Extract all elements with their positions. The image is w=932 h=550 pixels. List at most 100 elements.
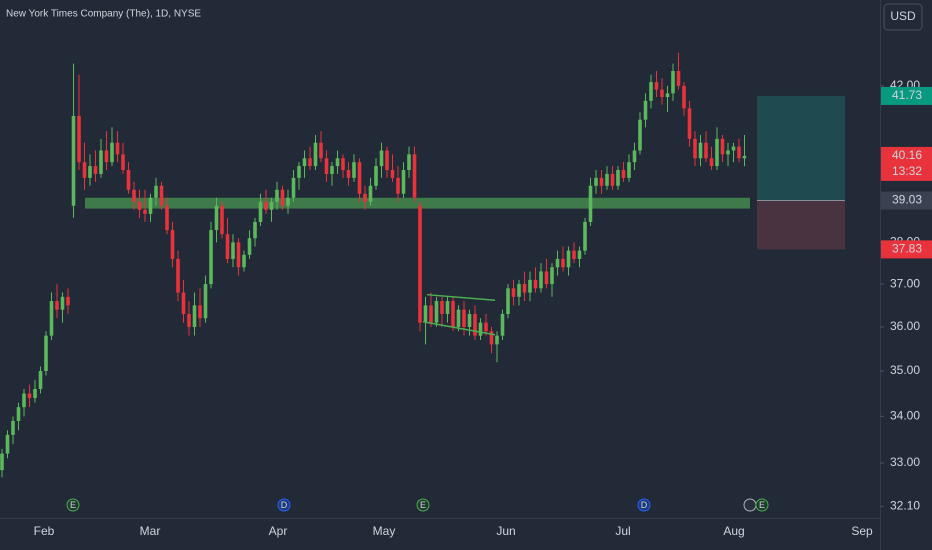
candle-body [451, 301, 455, 327]
candle-body [737, 146, 741, 159]
candle-body [253, 221, 257, 239]
y-tick-label: 37.00 [890, 276, 920, 290]
candle-body [682, 85, 686, 109]
candle-body [473, 313, 477, 336]
candle-body [225, 234, 230, 259]
event-marker [637, 498, 651, 512]
event-label: E [420, 500, 426, 510]
candle-body [198, 305, 202, 319]
candle-body [654, 82, 659, 90]
candle-body [214, 205, 219, 231]
candle-body [407, 154, 411, 170]
candle-body [379, 150, 384, 167]
x-tick-label: Mar [140, 524, 161, 538]
chart-title: New York Times Company (The), 1D, NYSE [6, 9, 201, 20]
x-tick-label: Jul [615, 524, 630, 538]
candle-body [429, 305, 433, 323]
candle-body [22, 393, 26, 408]
candle-body [165, 205, 169, 231]
x-tick-label: Aug [723, 524, 744, 538]
candle-body [638, 119, 642, 151]
candle-body [286, 197, 290, 206]
candle-body [170, 230, 175, 259]
candle-body [627, 162, 631, 178]
price-label: 40.16 [892, 148, 922, 162]
candle-body [594, 177, 598, 186]
candle-body [55, 301, 59, 310]
candle-body [11, 420, 15, 435]
x-tick-label: May [373, 524, 396, 538]
candle-body [236, 242, 241, 268]
candle-body [742, 155, 747, 159]
event-label: D [641, 500, 648, 510]
candle-body [104, 150, 109, 163]
price-label: 41.73 [892, 88, 922, 102]
candle-body [665, 93, 670, 98]
candle-body [66, 296, 70, 306]
candle-body [324, 158, 329, 174]
candle-body [176, 258, 180, 293]
candle-body [561, 258, 565, 268]
candle-body [687, 108, 692, 139]
x-tick-label: Feb [34, 524, 55, 538]
y-tick-label: 33.00 [890, 455, 920, 469]
candle-body [423, 305, 428, 323]
candle-body [731, 146, 736, 151]
candle-body [187, 313, 191, 327]
event-icon [743, 498, 757, 512]
event-label: E [759, 500, 765, 510]
candle-body [291, 177, 296, 198]
candle-body [649, 82, 653, 101]
candle-body [203, 284, 208, 319]
candle-body [517, 284, 521, 297]
candle-body [511, 288, 516, 297]
candle-body [49, 301, 54, 336]
candle-body [726, 150, 730, 155]
candle-body [572, 250, 576, 259]
candle-body [500, 313, 505, 336]
candle-body [319, 142, 323, 159]
candle-body [528, 279, 532, 293]
candle-body [33, 388, 37, 399]
candle-body [616, 169, 620, 186]
currency-button[interactable] [883, 3, 923, 31]
candle-body [302, 158, 307, 167]
candle-body [456, 309, 461, 327]
candle-body [704, 142, 708, 159]
event-label: D [281, 500, 288, 510]
candle-body [247, 238, 252, 255]
candle-body [341, 158, 345, 170]
channel-lower [422, 320, 496, 336]
candle-body [209, 230, 213, 285]
candle-body [126, 169, 131, 190]
candle-body [440, 301, 444, 314]
candle-body [154, 185, 158, 198]
candle-body [71, 115, 76, 206]
candle-body [632, 150, 637, 163]
candle-body [231, 242, 235, 259]
candle-body [610, 173, 615, 186]
candle-body [0, 453, 4, 471]
candle-body [599, 177, 604, 186]
candle-body [522, 284, 527, 293]
candle-body [709, 158, 714, 167]
candle-body [93, 166, 98, 174]
candle-body [390, 169, 395, 178]
candle-body [539, 271, 543, 289]
event-marker [755, 498, 769, 512]
candle-body [462, 309, 466, 327]
event-marker [416, 498, 430, 512]
candle-body [671, 71, 675, 94]
candle-body [275, 189, 279, 202]
candle-body [159, 185, 164, 206]
candle-body [495, 335, 499, 345]
x-tick-label: Apr [269, 524, 288, 538]
candle-body [434, 301, 439, 323]
candle-body [121, 154, 125, 170]
price-label-box [881, 240, 932, 259]
candle-body [418, 205, 422, 323]
candle-body [550, 267, 554, 285]
currency-label[interactable]: USD [890, 9, 916, 23]
candle-body [220, 205, 224, 235]
